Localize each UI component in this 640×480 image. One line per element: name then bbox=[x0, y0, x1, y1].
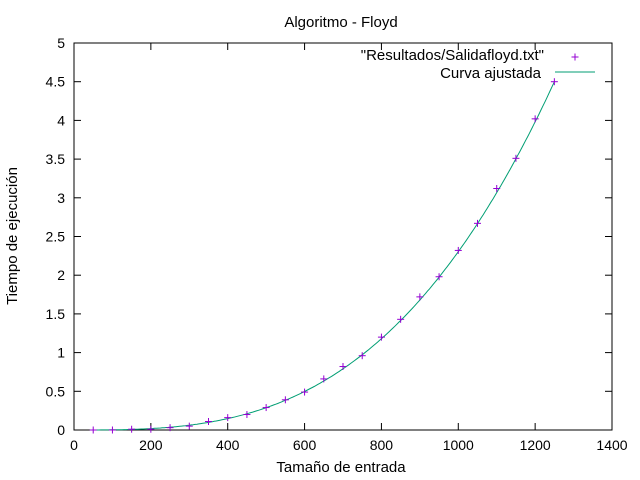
data-point bbox=[205, 417, 212, 425]
x-tick-label: 800 bbox=[370, 437, 394, 453]
data-point bbox=[281, 396, 289, 404]
y-axis-label: Tiempo de ejecución bbox=[4, 167, 21, 305]
data-point bbox=[262, 404, 270, 412]
y-tick-label: 5 bbox=[57, 35, 65, 51]
data-point bbox=[416, 293, 424, 301]
data-point bbox=[243, 411, 251, 419]
data-points-layer bbox=[89, 78, 558, 434]
x-tick-label: 400 bbox=[216, 437, 240, 453]
y-tick-label: 0.5 bbox=[46, 383, 66, 399]
data-point bbox=[377, 333, 385, 341]
y-tick-label: 3.5 bbox=[46, 151, 66, 167]
legend: "Resultados/Salidafloyd.txt" Curva ajust… bbox=[361, 47, 595, 82]
plot-frame bbox=[73, 42, 613, 431]
data-point bbox=[512, 154, 520, 162]
y-tick-label: 1.5 bbox=[46, 306, 66, 322]
x-axis-label: Tamaño de entrada bbox=[276, 459, 406, 476]
x-tick-label: 200 bbox=[139, 437, 163, 453]
data-point bbox=[320, 375, 328, 383]
data-point bbox=[89, 426, 97, 434]
data-point bbox=[358, 352, 366, 360]
y-tick-label: 2.5 bbox=[46, 229, 66, 245]
data-point bbox=[493, 185, 501, 193]
y-tick-label: 4.5 bbox=[46, 74, 66, 90]
chart-title: Algoritmo - Floyd bbox=[284, 14, 397, 31]
data-point bbox=[339, 363, 347, 371]
legend-label-points: "Resultados/Salidafloyd.txt" bbox=[361, 47, 544, 64]
data-point bbox=[108, 426, 116, 434]
legend-swatches bbox=[555, 53, 595, 73]
legend-label-fit: Curva ajustada bbox=[440, 65, 542, 82]
y-tick-label: 1 bbox=[57, 345, 65, 361]
data-point bbox=[435, 273, 443, 281]
plot-axes bbox=[73, 42, 613, 431]
legend-swatch-points bbox=[571, 53, 579, 61]
data-point bbox=[301, 388, 309, 396]
data-point bbox=[185, 422, 193, 430]
y-tick-label: 2 bbox=[57, 267, 65, 283]
x-axis-ticks: 0 200 400 600 800 1000 1200 1400 bbox=[70, 43, 628, 453]
data-point bbox=[128, 425, 136, 433]
data-point bbox=[550, 78, 558, 86]
data-point bbox=[531, 115, 539, 123]
data-point bbox=[397, 315, 405, 323]
x-tick-label: 1000 bbox=[443, 437, 474, 453]
x-tick-label: 1400 bbox=[596, 437, 627, 453]
data-point bbox=[224, 414, 232, 422]
data-point bbox=[147, 425, 155, 433]
y-tick-label: 4 bbox=[57, 112, 65, 128]
x-tick-label: 1200 bbox=[520, 437, 551, 453]
x-tick-label: 600 bbox=[293, 437, 317, 453]
data-point bbox=[166, 424, 174, 432]
x-tick-label: 0 bbox=[70, 437, 78, 453]
y-tick-label: 0 bbox=[57, 422, 65, 438]
data-point bbox=[454, 246, 462, 254]
y-axis-ticks: 0 0.5 1 1.5 2 2.5 3 3.5 4 4.5 5 bbox=[46, 35, 612, 438]
data-point bbox=[474, 219, 481, 227]
y-tick-label: 3 bbox=[57, 190, 65, 206]
